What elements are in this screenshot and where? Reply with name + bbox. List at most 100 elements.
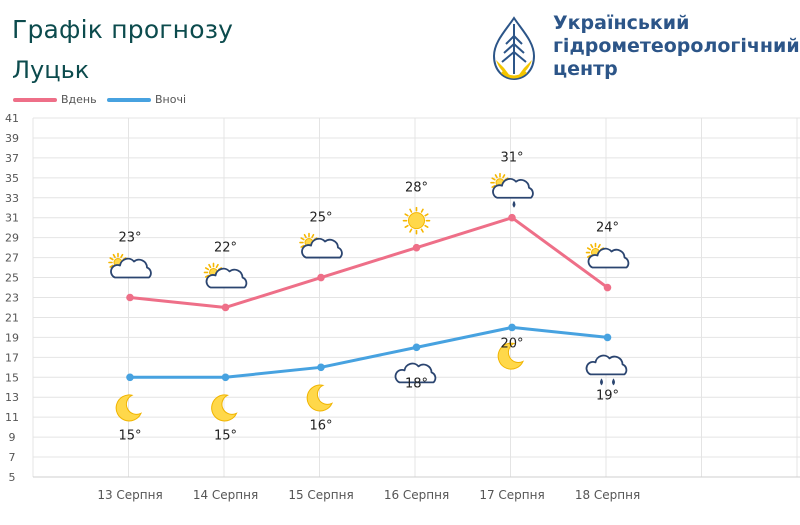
day-point	[508, 213, 516, 222]
chart-grid	[32, 117, 800, 478]
night-temperature-label: 18°	[405, 376, 428, 391]
y-tick-label: 17	[5, 351, 19, 364]
day-series-line	[129, 216, 609, 309]
y-tick-label: 19	[5, 331, 19, 344]
sun-cloud-rain-icon	[490, 172, 534, 208]
cloud-rain-icon	[585, 354, 628, 386]
sun-ray	[409, 228, 413, 233]
y-tick-label: 23	[5, 292, 19, 305]
y-tick-label: 33	[5, 192, 19, 205]
day-temperature-label: 28°	[405, 181, 428, 196]
rain-drop	[612, 378, 615, 386]
x-tick-label: 17 Серпня	[479, 488, 544, 502]
sun-ray	[424, 213, 429, 217]
rain-drop	[512, 200, 516, 208]
moon-icon	[115, 394, 143, 422]
page-title: Графік прогнозу	[12, 15, 234, 44]
day-temperature-label: 31°	[500, 151, 523, 166]
moon-icon	[306, 384, 334, 412]
org-line-3: центр	[553, 58, 618, 80]
org-line-1: Український	[553, 12, 690, 34]
y-tick-label: 15	[5, 371, 19, 384]
x-tick-label: 16 Серпня	[384, 488, 449, 502]
night-temperature-label: 15°	[118, 428, 141, 443]
city-name: Луцьк	[12, 56, 90, 84]
sun-ray	[215, 263, 219, 269]
moon-icon	[497, 342, 525, 370]
moon-shape	[306, 384, 334, 412]
cloud-shape	[394, 362, 437, 384]
night-temperature-label: 16°	[309, 418, 332, 433]
x-tick-label: 18 Серпня	[575, 488, 640, 502]
sun-cloud-icon	[299, 232, 343, 259]
sun-icon	[402, 206, 431, 235]
legend-night[interactable]: Вночі	[107, 93, 186, 106]
moon-icon	[211, 394, 238, 422]
sun-ray	[424, 224, 429, 228]
cloud-shape	[587, 247, 630, 269]
sun-ray	[300, 237, 305, 241]
sun-ray	[502, 174, 506, 179]
day-temperature-label: 22°	[214, 240, 237, 255]
night-temperature-label: 19°	[596, 388, 619, 403]
night-temperature-label: 15°	[214, 428, 237, 443]
sun-ray	[494, 174, 498, 179]
sun-cloud-icon	[585, 242, 630, 269]
night-point	[603, 333, 612, 342]
y-tick-label: 35	[5, 172, 19, 185]
y-tick-label: 7	[9, 451, 16, 464]
x-tick-label: 14 Серпня	[193, 488, 258, 502]
day-point	[221, 303, 230, 312]
cloud-shape	[110, 257, 152, 279]
y-tick-label: 37	[5, 152, 19, 165]
sun-ray	[590, 243, 594, 249]
sun-ray	[208, 263, 212, 269]
org-line-2: гідрометеорологічний	[553, 35, 800, 57]
y-tick-label: 9	[9, 431, 16, 444]
sun-ray	[420, 228, 424, 233]
sun-ray	[300, 244, 305, 248]
sun-cloud-icon	[108, 252, 152, 279]
sun-ray	[120, 253, 124, 259]
y-tick-label: 29	[5, 232, 19, 245]
sun-ray	[404, 224, 409, 228]
rain-drop	[600, 378, 603, 386]
day-point	[126, 293, 134, 302]
hydromet-logo-icon	[492, 16, 536, 81]
y-tick-label: 39	[5, 132, 19, 145]
night-point	[508, 323, 516, 332]
y-tick-label: 41	[5, 112, 19, 125]
sun-ray	[409, 208, 413, 213]
cloud-icon	[394, 362, 437, 384]
day-temperature-label: 25°	[309, 211, 332, 226]
night-temperature-label: 20°	[500, 336, 523, 351]
day-temperature-label: 24°	[596, 221, 619, 236]
legend-night-label: Вночі	[155, 93, 187, 106]
day-temperature-label: 23°	[118, 231, 141, 246]
sun-ray	[586, 254, 592, 258]
day-point	[317, 273, 325, 282]
y-tick-label: 21	[5, 311, 19, 324]
sun-ray	[204, 274, 210, 278]
sun-ray	[491, 184, 496, 189]
night-point	[412, 343, 421, 352]
legend-day[interactable]: Вдень	[13, 93, 97, 106]
legend-day-label: Вдень	[61, 93, 97, 106]
sun-ray	[303, 233, 307, 239]
night-point	[221, 373, 230, 382]
moon-shape	[211, 394, 238, 422]
sun-ray	[491, 177, 496, 181]
cloud-shape	[492, 178, 534, 199]
sun-cloud-icon	[203, 262, 248, 289]
sun-ray	[112, 253, 116, 259]
sun-ray	[204, 267, 210, 271]
legend-day-swatch	[13, 98, 57, 102]
sun-ray	[597, 243, 601, 249]
x-tick-label: 13 Серпня	[97, 488, 162, 502]
night-series-line	[130, 325, 608, 379]
sun-disc	[408, 212, 425, 230]
day-point	[603, 283, 612, 292]
moon-shape	[115, 394, 143, 422]
night-point	[317, 363, 325, 372]
